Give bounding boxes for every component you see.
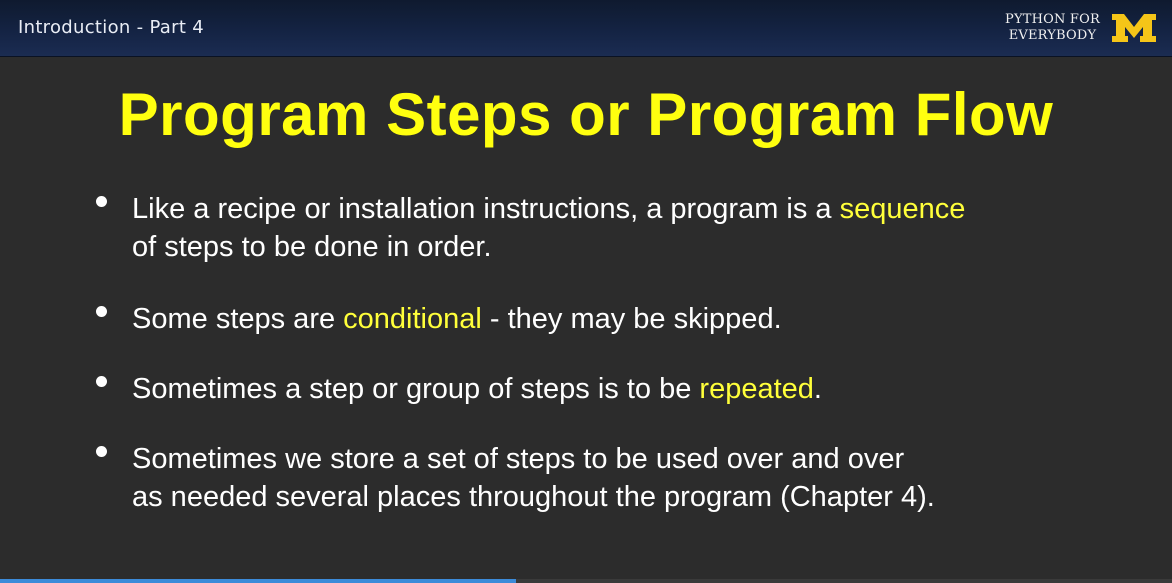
bullet-text: of steps to be done in order. xyxy=(132,231,492,263)
header-bar: Introduction - Part 4 PYTHON FOR EVERYBO… xyxy=(0,0,1172,57)
bullet-icon xyxy=(96,306,107,317)
brand: PYTHON FOR EVERYBODY xyxy=(1005,8,1158,48)
bullet-text: Like a recipe or installation instructio… xyxy=(132,193,840,225)
bullet-item: Some steps are conditional - they may be… xyxy=(96,300,1116,338)
bullet-highlight: repeated xyxy=(699,373,814,405)
video-progress-track[interactable] xyxy=(0,579,1172,583)
bullet-list: Like a recipe or installation instructio… xyxy=(96,190,1116,516)
bullet-item: Sometimes we store a set of steps to be … xyxy=(96,440,1116,516)
bullet-item: Sometimes a step or group of steps is to… xyxy=(96,370,1116,408)
brand-line-2: EVERYBODY xyxy=(1008,28,1097,43)
video-progress-bar[interactable] xyxy=(0,579,516,583)
bullet-text: Sometimes a step or group of steps is to… xyxy=(132,373,700,405)
brand-text: PYTHON FOR EVERYBODY xyxy=(1005,12,1100,44)
bullet-icon xyxy=(96,446,107,457)
bullet-text: as needed several places throughout the … xyxy=(132,481,935,513)
bullet-text: Some steps are xyxy=(132,303,344,335)
bullet-text: - they may be skipped. xyxy=(481,303,782,335)
slide-title: Program Steps or Program Flow xyxy=(118,81,1054,148)
bullet-icon xyxy=(96,196,107,207)
bullet-highlight: conditional xyxy=(343,303,482,335)
brand-line-1: PYTHON FOR xyxy=(1005,12,1100,27)
lesson-title: Introduction - Part 4 xyxy=(18,17,204,38)
bullet-icon xyxy=(96,376,107,387)
bullet-text: Sometimes we store a set of steps to be … xyxy=(132,443,905,475)
university-logo-icon xyxy=(1110,12,1158,44)
bullet-item: Like a recipe or installation instructio… xyxy=(96,190,1116,266)
bullet-highlight: sequence xyxy=(839,193,966,225)
bullet-text: . xyxy=(813,373,822,405)
